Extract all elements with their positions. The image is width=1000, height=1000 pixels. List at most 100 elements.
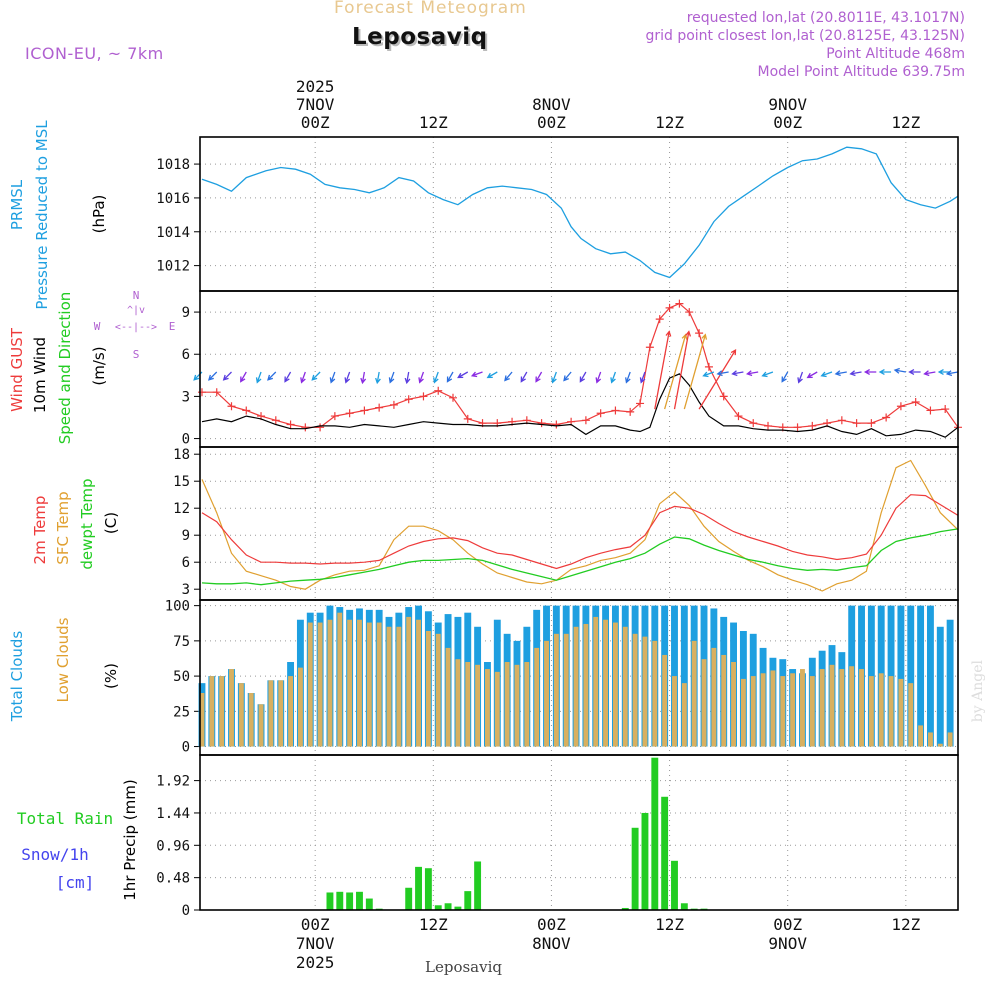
low-cloud-bar [544,640,549,747]
dewpoint-temp-line [201,528,959,586]
wind-gust-marker [665,303,674,312]
wind-direction-arrow [267,371,277,381]
wind-gust-marker [941,405,950,414]
wind-direction-arrow [716,370,729,377]
wind-direction-arrow [849,370,862,377]
bottom-time-label: 9NOV [768,934,807,953]
compass-n: N [133,289,140,302]
low-cloud-bar [288,676,294,747]
low-cloud-bar [701,659,707,747]
wind-gust-marker [375,403,384,412]
bottom-time-label: 12Z [419,915,448,934]
wind-direction-arrow [375,371,381,385]
wind-gust-marker [882,413,891,422]
wind-direction-arrow [579,371,587,383]
wind-direction-arrow [698,348,737,410]
compass-w: W [94,320,101,333]
top-time-label: 00Z [537,113,566,132]
clouds-ytick-label: 100 [165,599,190,615]
wind-gust-marker [867,419,876,428]
total-cloud-bar [926,605,934,747]
total-cloud-bar [680,605,688,747]
compass-ns: ^|v [127,305,145,316]
wind-gust-marker [552,420,561,429]
low-cloud-bar [455,659,461,747]
wind-direction-arrow [193,371,203,381]
low-cloud-bar [849,666,855,747]
wind-gust-marker [695,329,704,338]
wind-gust-marker [271,416,280,425]
low-cloud-bar [514,664,520,747]
rain-bar [680,903,688,910]
total-cloud-bar [917,605,925,747]
wind-direction-arrow [654,330,672,410]
bottom-time-label: 12Z [655,915,684,934]
requested-coords: requested lon,lat (20.8011E, 43.1017N) [686,10,965,26]
compass-e: E [169,320,176,333]
low-cloud-bar [681,683,687,747]
low-cloud-bar [593,616,599,747]
low-cloud-bar [475,664,481,747]
wind-direction-arrow [255,371,262,384]
point-altitude: Point Altitude 468m [826,46,965,62]
rain-bar [474,861,482,910]
wind-direction-arrow [761,371,774,378]
wind-gust-marker [837,416,846,425]
precipitation-ytick-label: 1.92 [156,774,190,790]
low-cloud-bar [534,647,540,747]
compass-we: <--|--> [115,322,157,333]
rain-bar [661,796,669,910]
wind-direction-arrow [433,371,439,384]
wind-gust-marker [645,343,654,352]
low-cloud-bar [908,683,914,747]
low-cloud-bar [583,623,589,747]
rain-bar [356,891,363,910]
wind-gust-marker [345,409,354,418]
low-cloud-bar [770,670,776,747]
low-cloud-bar [199,693,205,747]
wind-direction-arrow [923,370,936,377]
wind-direction-arrow [863,369,877,375]
rain-bar [405,887,413,910]
wind-direction-arrow [820,371,833,378]
bottom-time-label: 2025 [296,953,335,972]
temperature-ytick-label: 15 [173,474,190,490]
low-cloud-bar [721,654,727,747]
low-cloud-bar [445,647,451,747]
low-cloud-bar [937,743,943,747]
total-cloud-bar [897,605,905,747]
wind-direction-arrow [595,371,602,384]
temperature-ytick-label: 12 [173,501,190,517]
wind-gust-marker [286,420,295,429]
wind-gust-marker [808,421,817,430]
top-time-label: 12Z [419,113,448,132]
wind-gust-marker [227,402,236,411]
wind-gust-marker [704,362,713,371]
clouds-ytick-label: 75 [173,634,190,650]
wind-gust-marker [463,414,472,423]
precipitation-ytick-label: 0.96 [156,838,190,854]
wind-gust-marker [434,386,443,395]
wind-panel-frame [199,290,959,448]
wind-direction-arrow [797,371,804,384]
low-cloud-bar [750,676,756,747]
wind-gust-marker [242,406,251,415]
wind-gust-marker [316,423,325,432]
temperature-panel-frame [199,446,959,601]
wind-direction-arrow [504,371,513,382]
total-cloud-bar [936,626,944,747]
t2m-label: 2m Temp [31,496,49,565]
wind-direction-arrow [207,371,218,381]
rain-bar [336,891,344,910]
wind-gust-marker [719,392,728,401]
low-cloud-bar [416,619,421,747]
low-cloud-bar [790,673,796,747]
snow-unit-label: [cm] [56,873,95,892]
wind-direction-arrow [945,370,959,377]
wind-gust-marker [596,409,605,418]
wind-gust-marker [926,406,935,415]
wind-10m-line [201,373,959,438]
low-cloud-bar [278,680,284,747]
low-cloud-bar [819,669,825,747]
